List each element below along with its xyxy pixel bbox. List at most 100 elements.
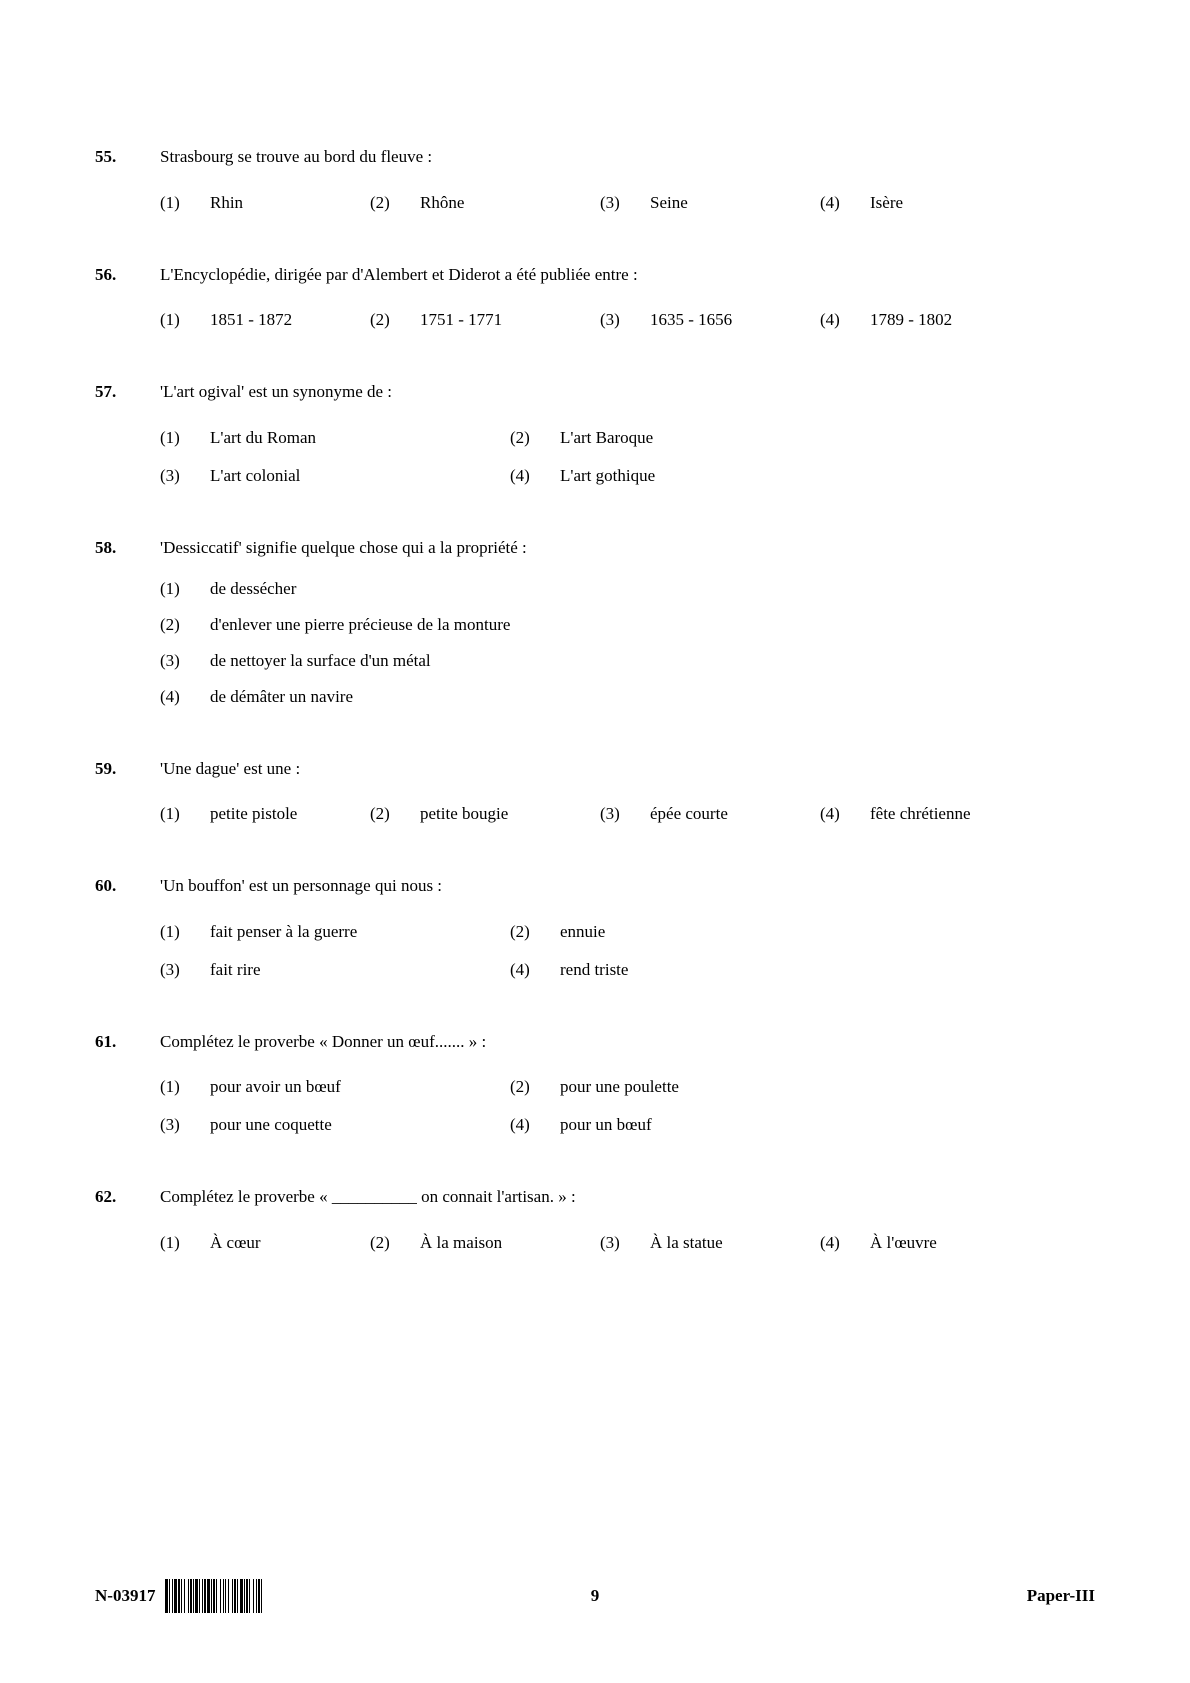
- question: 60.'Un bouffon' est un personnage qui no…: [95, 874, 1095, 981]
- option-text: L'art colonial: [210, 464, 510, 488]
- option: (1)pour avoir un bœuf: [160, 1075, 510, 1099]
- options-row: (3)fait rire(4)rend triste: [160, 958, 1095, 982]
- option-number: (3): [160, 649, 210, 673]
- options-row: (1)1851 - 1872(2)1751 - 1771(3)1635 - 16…: [95, 308, 1095, 332]
- options-list: (1)de dessécher (2)d'enlever une pierre p…: [95, 577, 1095, 708]
- option-text: fait rire: [210, 958, 510, 982]
- option: (4)À l'œuvre: [820, 1231, 937, 1255]
- option-number: (3): [600, 191, 650, 215]
- question-number: 56.: [95, 263, 160, 287]
- option: (3)fait rire: [160, 958, 510, 982]
- question-stem: Strasbourg se trouve au bord du fleuve :: [160, 145, 1095, 169]
- option-text: épée courte: [650, 802, 820, 826]
- option-text: L'art Baroque: [560, 426, 653, 450]
- option: (2)d'enlever une pierre précieuse de la …: [160, 613, 1095, 637]
- options-row: (1)L'art du Roman(2)L'art Baroque: [160, 426, 1095, 450]
- option-text: À la maison: [420, 1231, 600, 1255]
- option-text: Isère: [870, 191, 903, 215]
- option-text: pour avoir un bœuf: [210, 1075, 510, 1099]
- option: (4)rend triste: [510, 958, 628, 982]
- option: (1)À cœur: [160, 1231, 370, 1255]
- option-number: (4): [510, 464, 560, 488]
- option-text: 1851 - 1872: [210, 308, 370, 332]
- option-text: L'art gothique: [560, 464, 655, 488]
- option-number: (1): [160, 191, 210, 215]
- option: (4)fête chrétienne: [820, 802, 971, 826]
- option-number: (2): [370, 1231, 420, 1255]
- option: (4)Isère: [820, 191, 903, 215]
- option: (1)1851 - 1872: [160, 308, 370, 332]
- options-row: (1)petite pistole(2)petite bougie(3)épée…: [95, 802, 1095, 826]
- option: (2)1751 - 1771: [370, 308, 600, 332]
- option: (4)pour un bœuf: [510, 1113, 652, 1137]
- question-row: 62.Complétez le proverbe « __________ on…: [95, 1185, 1095, 1209]
- option-number: (4): [820, 802, 870, 826]
- question-row: 57.'L'art ogival' est un synonyme de :: [95, 380, 1095, 404]
- option: (2)ennuie: [510, 920, 605, 944]
- option: (2)Rhône: [370, 191, 600, 215]
- option-number: (1): [160, 577, 210, 601]
- option-text: petite pistole: [210, 802, 370, 826]
- question: 59.'Une dague' est une :(1)petite pistol…: [95, 757, 1095, 827]
- option-text: À cœur: [210, 1231, 370, 1255]
- question-row: 61.Complétez le proverbe « Donner un œuf…: [95, 1030, 1095, 1054]
- option-number: (3): [600, 802, 650, 826]
- option: (3)pour une coquette: [160, 1113, 510, 1137]
- option-number: (3): [600, 1231, 650, 1255]
- option: (4)1789 - 1802: [820, 308, 952, 332]
- question-stem: 'Un bouffon' est un personnage qui nous …: [160, 874, 1095, 898]
- footer-left: N-03917: [95, 1579, 265, 1613]
- page-footer: N-03917 9 Paper-III: [95, 1579, 1095, 1613]
- option-text: 1789 - 1802: [870, 308, 952, 332]
- option-number: (1): [160, 920, 210, 944]
- question: 62.Complétez le proverbe « __________ on…: [95, 1185, 1095, 1255]
- option-text: de dessécher: [210, 577, 1095, 601]
- option-number: (4): [510, 958, 560, 982]
- option-text: rend triste: [560, 958, 628, 982]
- option: (1)L'art du Roman: [160, 426, 510, 450]
- question-number: 60.: [95, 874, 160, 898]
- question-stem: 'L'art ogival' est un synonyme de :: [160, 380, 1095, 404]
- option-text: À l'œuvre: [870, 1231, 937, 1255]
- question-stem: 'Dessiccatif' signifie quelque chose qui…: [160, 536, 1095, 560]
- options-grid: (1)L'art du Roman(2)L'art Baroque(3)L'ar…: [95, 426, 1095, 488]
- option-number: (3): [160, 958, 210, 982]
- question-number: 55.: [95, 145, 160, 169]
- question: 61.Complétez le proverbe « Donner un œuf…: [95, 1030, 1095, 1137]
- question-stem: 'Une dague' est une :: [160, 757, 1095, 781]
- option: (4)de démâter un navire: [160, 685, 1095, 709]
- question-row: 56.L'Encyclopédie, dirigée par d'Alember…: [95, 263, 1095, 287]
- question-row: 60.'Un bouffon' est un personnage qui no…: [95, 874, 1095, 898]
- question-stem: Complétez le proverbe « __________ on co…: [160, 1185, 1095, 1209]
- option-text: pour une poulette: [560, 1075, 679, 1099]
- option-number: (4): [820, 1231, 870, 1255]
- questions-list: 55.Strasbourg se trouve au bord du fleuv…: [95, 145, 1095, 1255]
- question-number: 57.: [95, 380, 160, 404]
- page-number: 9: [591, 1584, 600, 1608]
- option-text: Seine: [650, 191, 820, 215]
- option: (2)L'art Baroque: [510, 426, 653, 450]
- option-text: pour un bœuf: [560, 1113, 652, 1137]
- option-text: de démâter un navire: [210, 685, 1095, 709]
- option-text: de nettoyer la surface d'un métal: [210, 649, 1095, 673]
- option: (4)L'art gothique: [510, 464, 655, 488]
- question-number: 58.: [95, 536, 160, 560]
- question-number: 62.: [95, 1185, 160, 1209]
- option-text: petite bougie: [420, 802, 600, 826]
- option-text: 1751 - 1771: [420, 308, 600, 332]
- option-number: (2): [160, 613, 210, 637]
- option: (1)de dessécher: [160, 577, 1095, 601]
- options-row: (3)pour une coquette(4)pour un bœuf: [160, 1113, 1095, 1137]
- option-number: (2): [370, 191, 420, 215]
- option-number: (4): [160, 685, 210, 709]
- option-number: (1): [160, 1075, 210, 1099]
- option-number: (2): [510, 1075, 560, 1099]
- options-row: (1)pour avoir un bœuf(2)pour une poulett…: [160, 1075, 1095, 1099]
- option-number: (2): [370, 308, 420, 332]
- options-row: (1)À cœur(2)À la maison(3)À la statue(4)…: [95, 1231, 1095, 1255]
- option-number: (3): [160, 464, 210, 488]
- option-number: (3): [160, 1113, 210, 1137]
- question: 57.'L'art ogival' est un synonyme de : (1…: [95, 380, 1095, 487]
- option-text: Rhône: [420, 191, 600, 215]
- doc-code: N-03917: [95, 1584, 155, 1608]
